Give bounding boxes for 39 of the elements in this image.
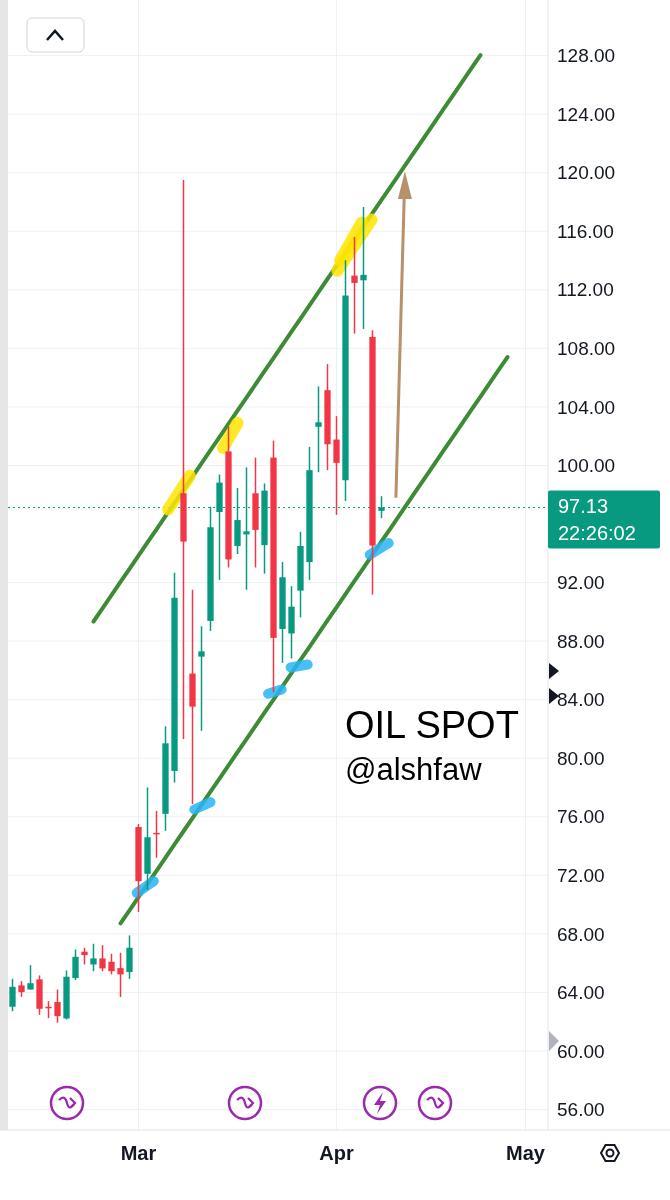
annotation: OIL SPOT [345, 704, 519, 746]
candlestick [99, 944, 106, 972]
y-tick-label: 64.00 [557, 982, 605, 1004]
candlestick [378, 495, 385, 519]
y-tick-label: 56.00 [557, 1099, 605, 1121]
y-tick-label: 116.00 [557, 220, 614, 242]
x-tick-label: Mar [120, 1142, 157, 1164]
ref-line-label: 97.13 22:26:02 [558, 495, 636, 545]
x-tick-label: Apr [319, 1142, 354, 1164]
x-tick-label: May [506, 1142, 546, 1164]
y-tick-label: 60.00 [557, 1040, 605, 1062]
annotation: @alshfaw [345, 752, 483, 787]
candlestick [315, 385, 322, 473]
candlestick [9, 978, 16, 1012]
y-tick-label: 76.00 [557, 806, 605, 828]
y-tick-label: 100.00 [557, 455, 616, 477]
y-tick-label: 68.00 [557, 923, 605, 945]
y-tick-label: 88.00 [557, 630, 605, 652]
y-tick-label: 128.00 [557, 45, 616, 67]
candlestick [198, 625, 205, 732]
candlestick [108, 953, 115, 976]
candlestick [72, 948, 79, 981]
candlestick [333, 415, 340, 516]
candlestick [360, 206, 367, 330]
y-tick-label: 104.00 [557, 396, 616, 418]
candlestick [117, 951, 124, 998]
y-tick-label: 112.00 [557, 279, 614, 301]
candlestick [180, 179, 187, 740]
y-tick-label: 92.00 [557, 572, 605, 594]
candlestick [27, 964, 34, 991]
candlestick [90, 943, 97, 972]
candlestick [351, 236, 358, 335]
candlestick [54, 988, 61, 1024]
y-tick-label: 108.00 [557, 338, 616, 360]
y-tick-label: 80.00 [557, 747, 605, 769]
y-tick-label: 84.00 [557, 689, 605, 711]
y-tick-label: 72.00 [557, 864, 605, 886]
y-tick-label: 124.00 [557, 103, 616, 125]
y-tick-label: 120.00 [557, 162, 616, 184]
